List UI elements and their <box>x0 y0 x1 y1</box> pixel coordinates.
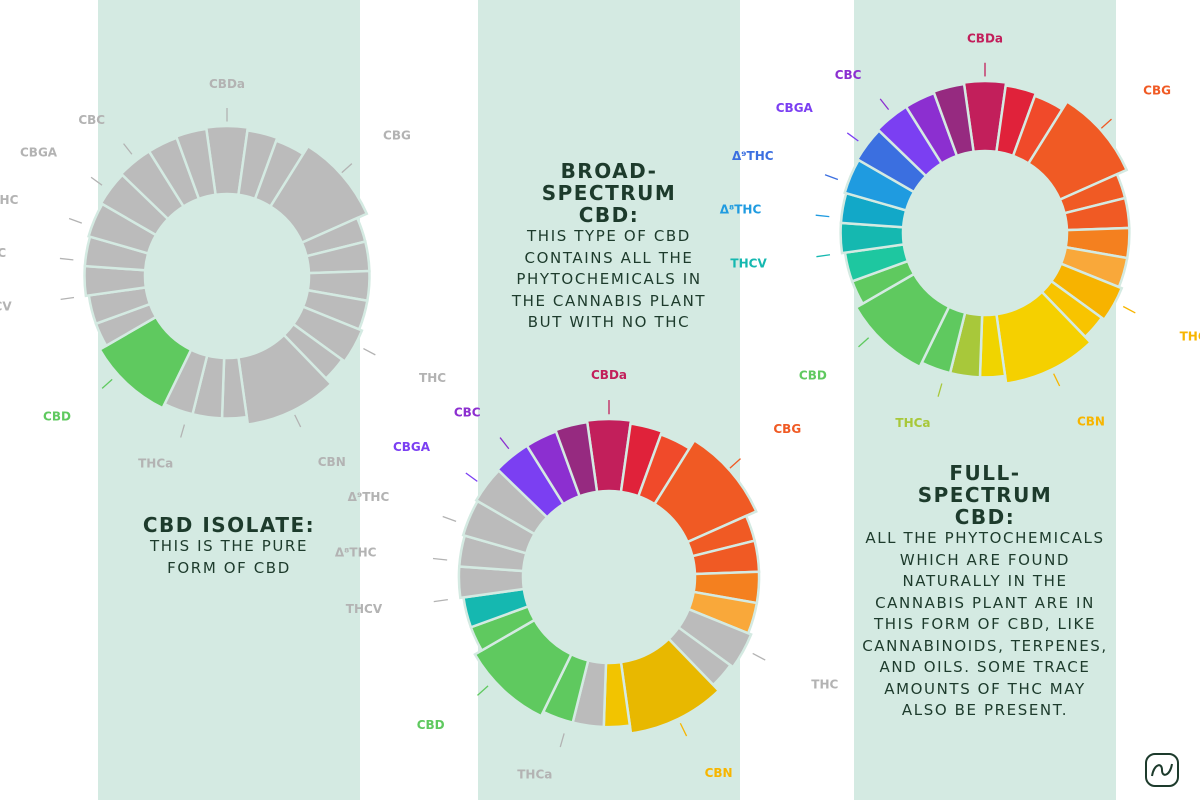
label-leader-line <box>729 458 741 469</box>
label-leader-line <box>499 437 510 450</box>
label-leader-line <box>824 174 839 181</box>
heading-body: ALL THE PHYTOCHEMICALS WHICH ARE FOUND N… <box>862 529 1108 719</box>
chart-label: Δ⁹THC <box>732 149 774 163</box>
chart-label: CBN <box>705 766 733 780</box>
label-leader-line <box>752 652 766 661</box>
donut-isolate: CBDa CBG THC CBN THCa CBD THCV Δ⁸THC Δ⁹THC CBGA CB… <box>0 77 446 470</box>
chart-label: CBD <box>417 718 445 732</box>
chart-label: THCa <box>517 767 552 781</box>
chart-label: THC <box>419 371 446 385</box>
chart-label: Δ⁸THC <box>335 546 377 560</box>
label-leader-line <box>90 176 103 186</box>
chart-label: CBN <box>318 455 346 469</box>
label-leader-line <box>465 472 478 482</box>
label-leader-line <box>433 599 448 603</box>
chart-label: CBG <box>383 128 411 142</box>
chart-label: CBG <box>1143 84 1171 98</box>
heading-broad: BROAD-SPECTRUM CBD: THIS TYPE OF CBD CON… <box>478 160 740 334</box>
chart-label: Δ⁹THC <box>348 490 390 504</box>
donut-segment <box>652 438 758 544</box>
donut-segment <box>995 290 1093 385</box>
chart-label: THC <box>811 678 838 692</box>
chart-label: CBG <box>773 422 801 436</box>
label-leader-line <box>1100 118 1112 129</box>
leaf-logo-icon <box>1145 753 1179 787</box>
label-leader-line <box>477 685 489 696</box>
heading-body: THIS TYPE OF CBD CONTAINS ALL THE PHYTOC… <box>511 227 707 331</box>
label-leader-line <box>1122 305 1136 314</box>
chart-label: THCV <box>346 602 383 616</box>
donut-full: CBDa CBG THC CBN THCa CBD THCV Δ⁸THC Δ⁹THC CBGA CB… <box>720 31 1200 430</box>
chart-label: THCV <box>730 257 767 271</box>
chart-label: CBC <box>454 406 481 420</box>
label-leader-line <box>341 163 353 174</box>
chart-label: CBGA <box>776 101 814 115</box>
heading-title: BROAD-SPECTRUM CBD: <box>541 159 677 227</box>
chart-label: CBN <box>1077 415 1105 429</box>
donut-segment <box>97 315 193 410</box>
chart-label: THC <box>1180 329 1200 343</box>
label-leader-line <box>294 414 302 428</box>
donut-segment <box>854 272 951 369</box>
chart-label: CBC <box>78 113 105 127</box>
donut-segment <box>268 144 369 245</box>
heading-full: FULL-SPECTRUM CBD: ALL THE PHYTOCHEMICAL… <box>860 462 1110 722</box>
label-leader-line <box>879 98 890 111</box>
label-leader-line <box>858 337 870 348</box>
donut-segment <box>237 333 333 426</box>
donut-segment <box>553 420 599 498</box>
donut-segment <box>473 618 573 718</box>
heading-title: CBD ISOLATE: <box>142 513 316 537</box>
chart-label: Δ⁸THC <box>720 202 762 216</box>
donut-segment <box>1026 99 1129 202</box>
label-leader-line <box>60 296 75 301</box>
donut-segment <box>931 82 975 158</box>
label-leader-line <box>180 424 186 438</box>
label-leader-line <box>68 217 83 224</box>
chart-label: THCV <box>0 299 12 313</box>
label-leader-line <box>123 143 133 155</box>
heading-body: THIS IS THE PURE FORM OF CBD <box>149 537 309 577</box>
label-leader-line <box>816 254 831 258</box>
chart-label: CBDa <box>591 368 627 382</box>
chart-label: CBC <box>835 68 862 82</box>
chart-label: CBGA <box>20 146 58 160</box>
chart-label: CBGA <box>393 440 431 454</box>
label-leader-line <box>815 214 830 218</box>
chart-label: Δ⁸THC <box>0 246 6 260</box>
chart-label: THCa <box>895 416 930 430</box>
heading-title: FULL-SPECTRUM CBD: <box>917 461 1053 529</box>
label-leader-line <box>442 515 457 522</box>
donut-broad: CBDa CBG THC CBN THCa CBD THCV Δ⁸THC Δ⁹THC CBGA CB… <box>335 368 839 782</box>
chart-label: CBDa <box>209 77 245 91</box>
chart-label: THCa <box>138 456 173 470</box>
chart-label: Δ⁹THC <box>0 193 19 207</box>
label-leader-line <box>559 733 565 748</box>
label-leader-line <box>363 347 376 356</box>
label-leader-line <box>1053 373 1061 387</box>
chart-label: CBD <box>799 368 827 382</box>
label-leader-line <box>846 132 859 142</box>
chart-label: CBDa <box>967 31 1003 45</box>
donut-segment <box>619 637 721 735</box>
heading-isolate: CBD ISOLATE: THIS IS THE PURE FORM OF CB… <box>98 514 360 579</box>
chart-label: CBD <box>43 410 71 424</box>
label-leader-line <box>432 557 448 561</box>
label-leader-line <box>679 722 688 737</box>
label-leader-line <box>59 257 74 261</box>
donut-segment <box>174 127 217 201</box>
label-leader-line <box>937 383 943 397</box>
label-leader-line <box>101 378 113 389</box>
